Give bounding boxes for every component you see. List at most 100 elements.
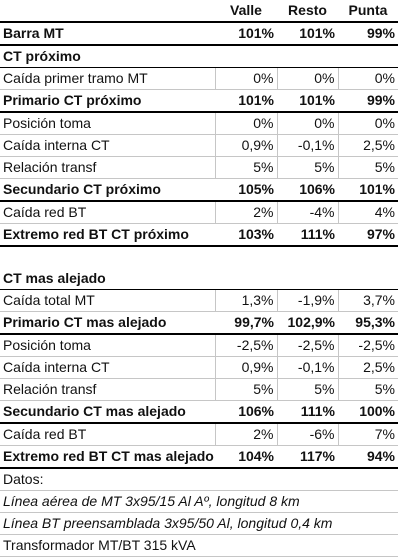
cell-punta[interactable]: 4% — [338, 201, 398, 224]
row-label[interactable]: Secundario CT próximo — [0, 178, 215, 202]
notes-line-row: Transformador MT/BT 315 kVA — [0, 534, 398, 557]
cell-valle[interactable]: 103% — [215, 223, 277, 247]
cell-resto[interactable]: 102,9% — [277, 311, 338, 335]
header-cell-valle[interactable]: Valle — [215, 0, 277, 23]
cell-resto[interactable]: 101% — [277, 22, 338, 46]
cell-resto[interactable]: 101% — [277, 89, 338, 113]
table-row: Relación transf 5% 5% 5% — [0, 378, 398, 401]
cell-resto[interactable] — [277, 45, 338, 68]
cell-punta[interactable] — [338, 246, 398, 268]
cell-valle[interactable] — [215, 268, 277, 290]
cell-punta[interactable]: 3,7% — [338, 289, 398, 312]
row-label[interactable]: Caída red BT — [0, 423, 216, 446]
cell-resto[interactable]: -0,1% — [277, 356, 339, 379]
cell-valle[interactable]: 5% — [215, 378, 278, 401]
row-label[interactable]: Relación transf — [0, 156, 216, 179]
cell-punta[interactable]: 97% — [338, 223, 398, 247]
cell-resto[interactable]: 117% — [277, 445, 338, 469]
cell-resto[interactable]: -2,5% — [277, 334, 339, 357]
header-cell-punta[interactable]: Punta — [338, 0, 398, 23]
cell-resto[interactable]: 5% — [277, 156, 339, 179]
table-row: CT próximo — [0, 45, 398, 68]
cell-punta[interactable]: 99% — [338, 89, 398, 113]
cell-valle[interactable]: 0% — [215, 112, 278, 135]
row-label[interactable]: Extremo red BT CT próximo — [0, 223, 215, 247]
cell-punta[interactable] — [338, 268, 398, 290]
cell-punta[interactable] — [338, 45, 398, 68]
cell-punta[interactable]: 100% — [338, 400, 398, 424]
row-label[interactable]: Caída interna CT — [0, 134, 216, 157]
notes-line[interactable]: Línea aérea de MT 3x95/15 Al Aº, longitu… — [0, 490, 398, 513]
cell-punta[interactable]: 101% — [338, 178, 398, 202]
cell-punta[interactable]: 95,3% — [338, 311, 398, 335]
table-row: Posición toma -2,5% -2,5% -2,5% — [0, 334, 398, 357]
notes-line[interactable]: Transformador MT/BT 315 kVA — [0, 534, 398, 557]
cell-valle[interactable]: 101% — [215, 22, 277, 46]
cell-punta[interactable]: 2,5% — [338, 356, 398, 379]
row-label[interactable]: Posición toma — [0, 112, 216, 135]
cell-punta[interactable]: 94% — [338, 445, 398, 469]
table-row — [0, 246, 398, 268]
row-label[interactable]: Extremo red BT CT mas alejado — [0, 445, 215, 469]
cell-resto[interactable]: 5% — [277, 378, 339, 401]
notes-line-row: Línea BT preensamblada 3x95/50 Al, longi… — [0, 512, 398, 535]
cell-resto[interactable]: -0,1% — [277, 134, 339, 157]
table-row: Caída red BT 2% -6% 7% — [0, 423, 398, 446]
header-cell-label[interactable] — [0, 0, 215, 23]
table-row: Primario CT mas alejado 99,7% 102,9% 95,3% — [0, 311, 398, 335]
cell-resto[interactable] — [277, 268, 338, 290]
cell-punta[interactable]: 5% — [338, 378, 398, 401]
row-label[interactable]: Caída total MT — [0, 289, 216, 312]
cell-resto[interactable]: 0% — [277, 67, 339, 90]
row-label[interactable]: CT próximo — [0, 45, 215, 68]
row-label[interactable]: Caída interna CT — [0, 356, 216, 379]
cell-valle[interactable] — [215, 246, 277, 268]
cell-valle[interactable]: 5% — [215, 156, 278, 179]
cell-resto[interactable]: 111% — [277, 400, 338, 424]
cell-resto[interactable]: -4% — [277, 201, 339, 224]
cell-resto[interactable]: 0% — [277, 112, 339, 135]
cell-punta[interactable]: -2,5% — [338, 334, 398, 357]
cell-valle[interactable]: 106% — [215, 400, 277, 424]
cell-valle[interactable]: 0,9% — [215, 134, 278, 157]
cell-resto[interactable]: 111% — [277, 223, 338, 247]
row-label[interactable]: Relación transf — [0, 378, 216, 401]
row-label[interactable]: Secundario CT mas alejado — [0, 400, 215, 424]
cell-valle[interactable]: 105% — [215, 178, 277, 202]
cell-valle[interactable]: 99,7% — [215, 311, 277, 335]
notes-line[interactable]: Línea BT preensamblada 3x95/50 Al, longi… — [0, 512, 398, 535]
row-label[interactable]: Caída primer tramo MT — [0, 67, 216, 90]
cell-valle[interactable] — [215, 45, 277, 68]
cell-valle[interactable]: 1,3% — [215, 289, 278, 312]
cell-punta[interactable]: 7% — [338, 423, 398, 446]
cell-valle[interactable]: 2% — [215, 423, 278, 446]
cell-resto[interactable] — [277, 246, 338, 268]
cell-valle[interactable]: 104% — [215, 445, 277, 469]
notes-heading[interactable]: Datos: — [0, 468, 398, 491]
row-label[interactable]: CT mas alejado — [0, 268, 215, 290]
cell-valle[interactable]: 0% — [215, 67, 278, 90]
cell-valle[interactable]: 101% — [215, 89, 277, 113]
cell-punta[interactable]: 0% — [338, 67, 398, 90]
cell-resto[interactable]: 106% — [277, 178, 338, 202]
cell-valle[interactable]: 0,9% — [215, 356, 278, 379]
cell-punta[interactable]: 99% — [338, 22, 398, 46]
header-cell-resto[interactable]: Resto — [277, 0, 338, 23]
cell-punta[interactable]: 2,5% — [338, 134, 398, 157]
row-label[interactable] — [0, 246, 215, 268]
row-label[interactable]: Posición toma — [0, 334, 216, 357]
row-label[interactable]: Primario CT mas alejado — [0, 311, 215, 335]
cell-resto[interactable]: -1,9% — [277, 289, 339, 312]
cell-valle[interactable]: 2% — [215, 201, 278, 224]
row-label[interactable]: Primario CT próximo — [0, 89, 215, 113]
notes-line-row: Línea aérea de MT 3x95/15 Al Aº, longitu… — [0, 490, 398, 513]
cell-resto[interactable]: -6% — [277, 423, 339, 446]
row-label[interactable]: Caída red BT — [0, 201, 216, 224]
cell-punta[interactable]: 0% — [338, 112, 398, 135]
cell-punta[interactable]: 5% — [338, 156, 398, 179]
row-label[interactable]: Barra MT — [0, 22, 215, 46]
cell-valle[interactable]: -2,5% — [215, 334, 278, 357]
table-row: Secundario CT mas alejado 106% 111% 100% — [0, 400, 398, 424]
